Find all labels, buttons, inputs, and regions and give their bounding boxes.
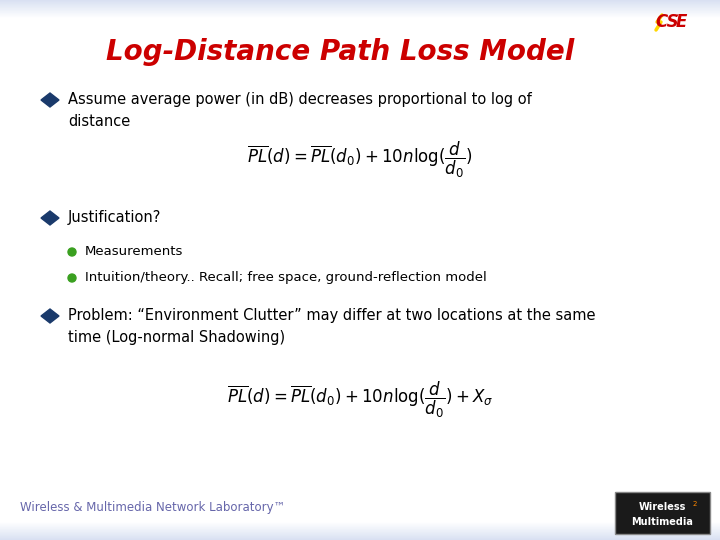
Text: Measurements: Measurements	[85, 245, 184, 258]
Text: Wireless: Wireless	[639, 502, 685, 512]
Text: $\overline{PL}(d) = \overline{PL}(d_0) + 10n\log(\dfrac{d}{d_0}) + X_{\sigma}$: $\overline{PL}(d) = \overline{PL}(d_0) +…	[227, 380, 493, 420]
Text: Log-Distance Path Loss Model: Log-Distance Path Loss Model	[106, 38, 574, 66]
Polygon shape	[41, 93, 59, 107]
Text: Intuition/theory.. Recall; free space, ground-reflection model: Intuition/theory.. Recall; free space, g…	[85, 271, 487, 284]
Text: Problem: “Environment Clutter” may differ at two locations at the same
time (Log: Problem: “Environment Clutter” may diffe…	[68, 308, 595, 345]
Text: Justification?: Justification?	[68, 210, 161, 225]
Text: $\overline{PL}(d) = \overline{PL}(d_0) + 10n\log(\dfrac{d}{d_0})$: $\overline{PL}(d) = \overline{PL}(d_0) +…	[247, 140, 473, 180]
Polygon shape	[41, 309, 59, 323]
Polygon shape	[41, 211, 59, 225]
Circle shape	[68, 274, 76, 282]
Text: CS: CS	[655, 13, 679, 31]
Text: Wireless & Multimedia Network Laboratory™: Wireless & Multimedia Network Laboratory…	[20, 501, 285, 514]
Text: E: E	[676, 13, 688, 31]
FancyBboxPatch shape	[615, 492, 710, 534]
Text: ´: ´	[672, 15, 679, 29]
Text: Multimedia: Multimedia	[631, 517, 693, 527]
Text: Assume average power (in dB) decreases proportional to log of
distance: Assume average power (in dB) decreases p…	[68, 92, 532, 129]
Text: 2: 2	[693, 501, 698, 507]
Circle shape	[68, 248, 76, 256]
